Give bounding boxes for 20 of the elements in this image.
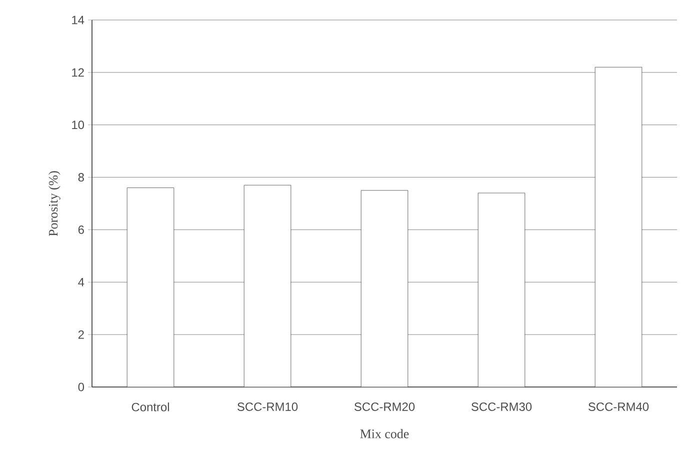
x-tick-label: SCC-RM20 [354, 402, 415, 411]
y-axis-title: Porosity (%) [48, 171, 60, 236]
y-tick-label: 4 [78, 278, 84, 286]
bar [478, 192, 526, 388]
x-tick-label: SCC-RM10 [237, 402, 298, 411]
y-tick-label: 0 [78, 382, 84, 392]
bar [594, 66, 642, 388]
y-tick-label: 10 [72, 120, 84, 130]
bar [126, 188, 174, 388]
y-tick-label: 6 [78, 225, 84, 234]
y-tick-label: 12 [72, 68, 84, 77]
y-tick-label: 8 [78, 173, 84, 182]
x-tick-label: Control [132, 402, 169, 412]
y-tick-label: 2 [78, 330, 84, 339]
y-tick-label: 14 [72, 16, 84, 24]
x-tick-label: SCC-RM30 [471, 402, 532, 411]
x-tick-label: SCC-RM40 [588, 402, 649, 411]
bar [360, 190, 408, 388]
x-axis-title: Mix code [360, 429, 409, 438]
bar [244, 184, 292, 388]
